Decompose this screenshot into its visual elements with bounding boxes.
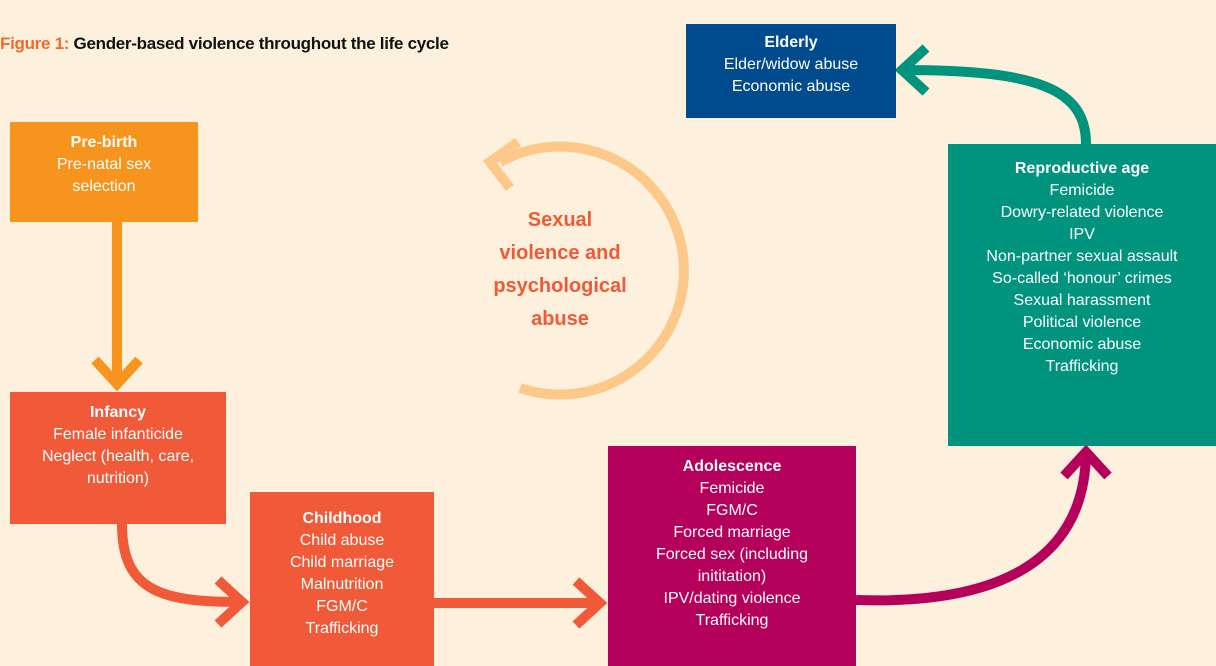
stage-item: Child marriage bbox=[289, 554, 395, 571]
stage-label: Elderly bbox=[764, 34, 818, 51]
stage-item: Non-partner sexual assault bbox=[986, 248, 1178, 265]
arrowhead bbox=[1060, 444, 1112, 480]
stage-item: Femicide bbox=[699, 480, 765, 497]
stage-item: Neglect (health, care, nutrition) bbox=[41, 448, 195, 487]
stage-item: Trafficking bbox=[305, 620, 379, 637]
stage-item: Trafficking bbox=[1045, 358, 1119, 375]
stage-item: IPV/dating violence bbox=[663, 590, 801, 607]
stage-item: Political violence bbox=[1022, 314, 1142, 331]
stage-box: Adolescence Femicide FGM/C Forced marriage F… bbox=[608, 446, 856, 666]
arrowhead bbox=[91, 356, 143, 392]
center-line: Sexual bbox=[527, 209, 593, 231]
stage-box: Childhood Child abuse Child marriage Malnut… bbox=[250, 492, 434, 666]
arrowhead bbox=[214, 576, 250, 628]
stage-label: Pre-birth bbox=[70, 134, 138, 151]
arrowhead bbox=[572, 577, 608, 629]
stage-label: Adolescence bbox=[682, 458, 782, 475]
center-line: abuse bbox=[531, 308, 589, 330]
stage-item: Economic abuse bbox=[1022, 336, 1142, 353]
stage-box: Elderly Elder/widow abuse Economic abuse bbox=[686, 24, 896, 118]
stage-item: FGM/C bbox=[706, 502, 758, 519]
cycle-arc bbox=[497, 141, 689, 400]
stage-box: Pre-birth Pre-natal sex selection bbox=[10, 122, 198, 222]
stage-label: Infancy bbox=[89, 404, 146, 421]
stage-item: Malnutrition bbox=[300, 576, 384, 593]
stage-item: Forced sex (including inititation) bbox=[655, 546, 809, 585]
arrow bbox=[117, 523, 239, 607]
stage-item: FGM/C bbox=[316, 598, 368, 615]
stage-box: Infancy Female infanticide Neglect (health… bbox=[10, 392, 226, 524]
stage-item: Femicide bbox=[1049, 182, 1115, 199]
arrowhead bbox=[894, 44, 930, 96]
stage-item: Economic abuse bbox=[731, 78, 851, 95]
center-line: violence and bbox=[499, 242, 621, 264]
stage-item: Forced marriage bbox=[673, 524, 791, 541]
stage-item: IPV bbox=[1069, 226, 1095, 243]
stage-label: Childhood bbox=[302, 510, 382, 527]
stage-item: Elder/widow abuse bbox=[723, 56, 859, 73]
center-line: psychological bbox=[493, 275, 627, 297]
stage-item: Female infanticide bbox=[53, 426, 183, 443]
center-text: Sexual violence and psychological abuse bbox=[470, 204, 650, 336]
stage-item: Dowry-related violence bbox=[1000, 204, 1164, 221]
stage-item: Child abuse bbox=[299, 532, 385, 549]
stage-box: Reproductive age Femicide Dowry-related vi… bbox=[948, 144, 1216, 446]
stage-item: Sexual harassment bbox=[1013, 292, 1151, 309]
title-text: Gender-based violence throughout the lif… bbox=[73, 34, 449, 53]
arrow bbox=[855, 451, 1091, 606]
stage-item: Pre-natal sex selection bbox=[56, 156, 152, 195]
arrowhead bbox=[482, 137, 521, 192]
arrow bbox=[903, 65, 1091, 145]
figure-title: Figure 1: Gender-based violence througho… bbox=[0, 34, 449, 54]
stage-item: So-called ‘honour’ crimes bbox=[992, 270, 1172, 287]
figure-label: Figure 1: bbox=[0, 34, 70, 53]
stage-item: Trafficking bbox=[695, 612, 769, 629]
stage-label: Reproductive age bbox=[1014, 160, 1150, 177]
